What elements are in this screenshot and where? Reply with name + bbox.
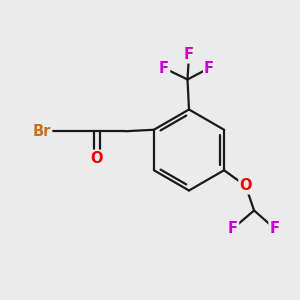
Text: O: O <box>91 151 103 166</box>
Text: F: F <box>269 221 280 236</box>
Text: F: F <box>184 47 194 62</box>
Text: Br: Br <box>33 124 51 139</box>
Text: F: F <box>159 61 169 76</box>
Text: F: F <box>204 61 214 76</box>
Text: F: F <box>228 221 238 236</box>
Text: O: O <box>239 178 252 193</box>
